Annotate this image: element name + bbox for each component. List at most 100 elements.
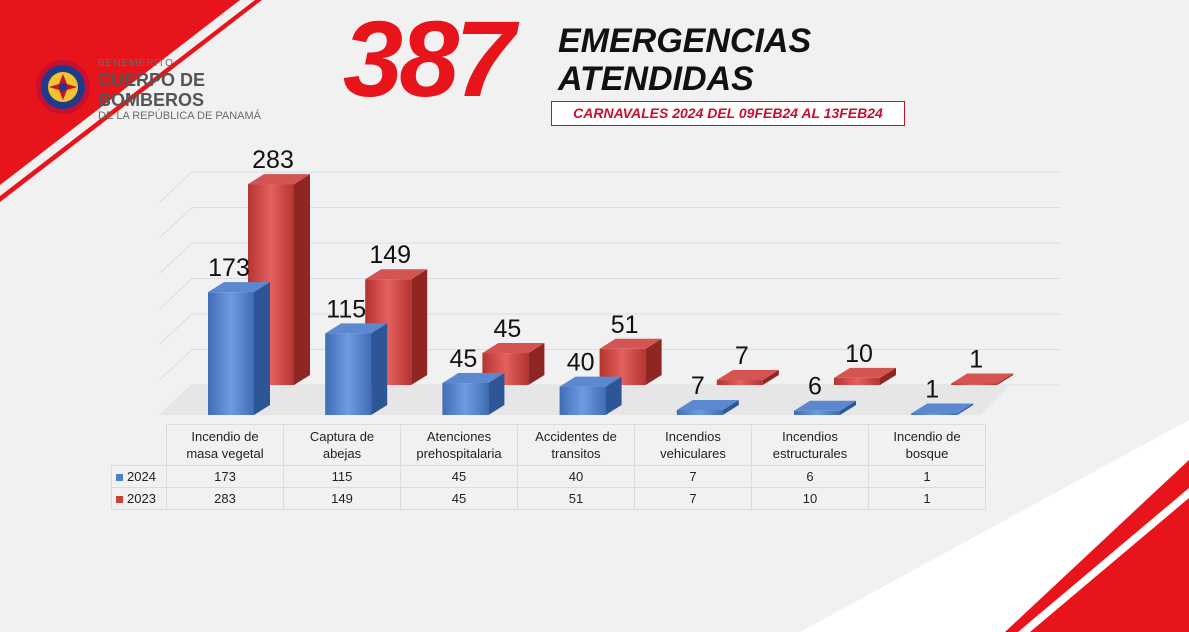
fire-department-logo: BENEMÉRITO CUERPO DE BOMBEROS DE LA REPÚ… xyxy=(34,58,274,122)
table-cell: 7 xyxy=(634,465,752,488)
bar-2024 xyxy=(442,373,505,415)
bar-2024 xyxy=(559,376,622,415)
bar-2023-top xyxy=(365,269,428,280)
bar-2024-front xyxy=(208,292,254,415)
bar-2024-top xyxy=(559,376,622,387)
data-label-2023: 45 xyxy=(493,315,521,343)
data-label-2023: 149 xyxy=(369,241,411,269)
bar-2024 xyxy=(794,400,856,415)
bottom-right-red-stripe xyxy=(1005,460,1189,632)
headline: EMERGENCIAS ATENDIDAS xyxy=(558,22,811,98)
table-cell: 283 xyxy=(166,487,284,510)
gridline-diagonal xyxy=(159,313,193,345)
period-subtitle: CARNAVALES 2024 DEL 09FEB24 AL 13FEB24 xyxy=(551,101,905,126)
bar-2023-front xyxy=(951,383,998,385)
bar-2024-side xyxy=(840,400,856,415)
bar-2024-side xyxy=(371,323,388,415)
data-label-2024: 173 xyxy=(208,254,250,282)
top-left-red-stripe xyxy=(0,0,240,185)
data-label-2024: 40 xyxy=(567,349,595,377)
bar-2024-top xyxy=(442,373,505,384)
data-label-2024: 115 xyxy=(326,295,366,323)
bar-2024 xyxy=(676,400,739,415)
table-corner xyxy=(112,425,167,466)
total-emergencies: 387 xyxy=(343,0,515,119)
bar-2024-top xyxy=(325,323,388,334)
legend-key: 2023 xyxy=(111,487,167,510)
chart-bars xyxy=(208,174,1014,415)
bar-2023-side xyxy=(997,373,1014,385)
bar-2023-top xyxy=(482,343,545,354)
bar-2024-side xyxy=(722,400,739,415)
legend-swatch xyxy=(116,474,123,481)
bar-2023-top xyxy=(599,338,662,349)
bar-2024-top xyxy=(794,400,856,411)
bar-2023-side xyxy=(528,343,545,385)
gridline-diagonal xyxy=(159,242,193,274)
table-cell: 45 xyxy=(400,465,518,488)
logo-text: BENEMÉRITO CUERPO DE BOMBEROS DE LA REPÚ… xyxy=(98,58,274,123)
legend-key: 2024 xyxy=(111,465,167,488)
bar-2023-top xyxy=(951,373,1014,384)
table-cell: 7 xyxy=(634,487,752,510)
bar-2024-front xyxy=(325,333,372,415)
bar-2024-top xyxy=(208,282,270,293)
table-cell: 51 xyxy=(517,487,635,510)
category-label: Captura de abejas xyxy=(283,424,401,466)
bar-2024-side xyxy=(488,373,505,415)
data-label-2023: 7 xyxy=(735,342,749,370)
table-row: 2023 283 149 45 51 7 10 1 xyxy=(111,487,986,510)
category-label: Incendio de bosque xyxy=(868,424,986,466)
gridline-diagonal xyxy=(159,207,193,238)
data-label-2023: 283 xyxy=(252,146,294,174)
data-label-2023: 1 xyxy=(969,346,983,374)
bar-2024-front xyxy=(794,410,840,415)
data-label-2024: 45 xyxy=(449,345,477,373)
table-cell: 173 xyxy=(166,465,284,488)
gridline-diagonal xyxy=(159,171,193,203)
headline-line-1: EMERGENCIAS xyxy=(558,22,812,60)
table-cell: 45 xyxy=(400,487,518,510)
bar-2023-front xyxy=(716,380,763,385)
bar-2024-side xyxy=(254,282,270,415)
data-label-2024: 7 xyxy=(691,372,705,400)
bar-2023 xyxy=(834,367,896,385)
bar-2023-top xyxy=(834,367,896,378)
bar-2024-side xyxy=(957,403,974,415)
bar-2023-front xyxy=(834,377,880,385)
bottom-right-white-line xyxy=(1018,488,1189,632)
gridline-diagonal xyxy=(159,384,193,416)
table-cell: 40 xyxy=(517,465,635,488)
data-label-2024: 6 xyxy=(808,373,822,401)
table-cell: 6 xyxy=(751,465,869,488)
gridline-diagonal xyxy=(159,349,193,380)
table-cell: 1 xyxy=(868,487,986,510)
category-label: Incendios estructurales xyxy=(751,424,869,466)
bar-2023-side xyxy=(880,367,896,385)
chart-data-table: Incendio de masa vegetal Captura de abejas A… xyxy=(111,424,986,510)
table-cell: 115 xyxy=(283,465,401,488)
data-label-2024: 1 xyxy=(925,376,939,404)
bar-2024-side xyxy=(605,376,622,415)
fire-department-badge-icon xyxy=(36,60,90,114)
data-label-2023: 10 xyxy=(845,340,873,368)
bar-2024-top xyxy=(911,403,974,414)
bar-2023-side xyxy=(645,338,662,385)
legend-swatch xyxy=(116,496,123,503)
bar-2024-front xyxy=(559,386,606,415)
logo-line-2: CUERPO DE BOMBEROS xyxy=(98,70,206,110)
headline-line-2: ATENDIDAS xyxy=(558,60,754,98)
top-left-thin-stripe xyxy=(0,0,262,202)
bar-2023-top xyxy=(248,174,310,185)
bar-2024-front xyxy=(911,413,958,415)
logo-line-3: DE LA REPÚBLICA DE PANAMÁ xyxy=(98,110,262,122)
category-label: Incendio de masa vegetal xyxy=(166,424,284,466)
bar-2023-top xyxy=(716,370,779,381)
bar-2023 xyxy=(716,370,779,385)
bar-2024 xyxy=(208,282,270,415)
bar-2023-side xyxy=(762,370,779,385)
table-cell: 149 xyxy=(283,487,401,510)
